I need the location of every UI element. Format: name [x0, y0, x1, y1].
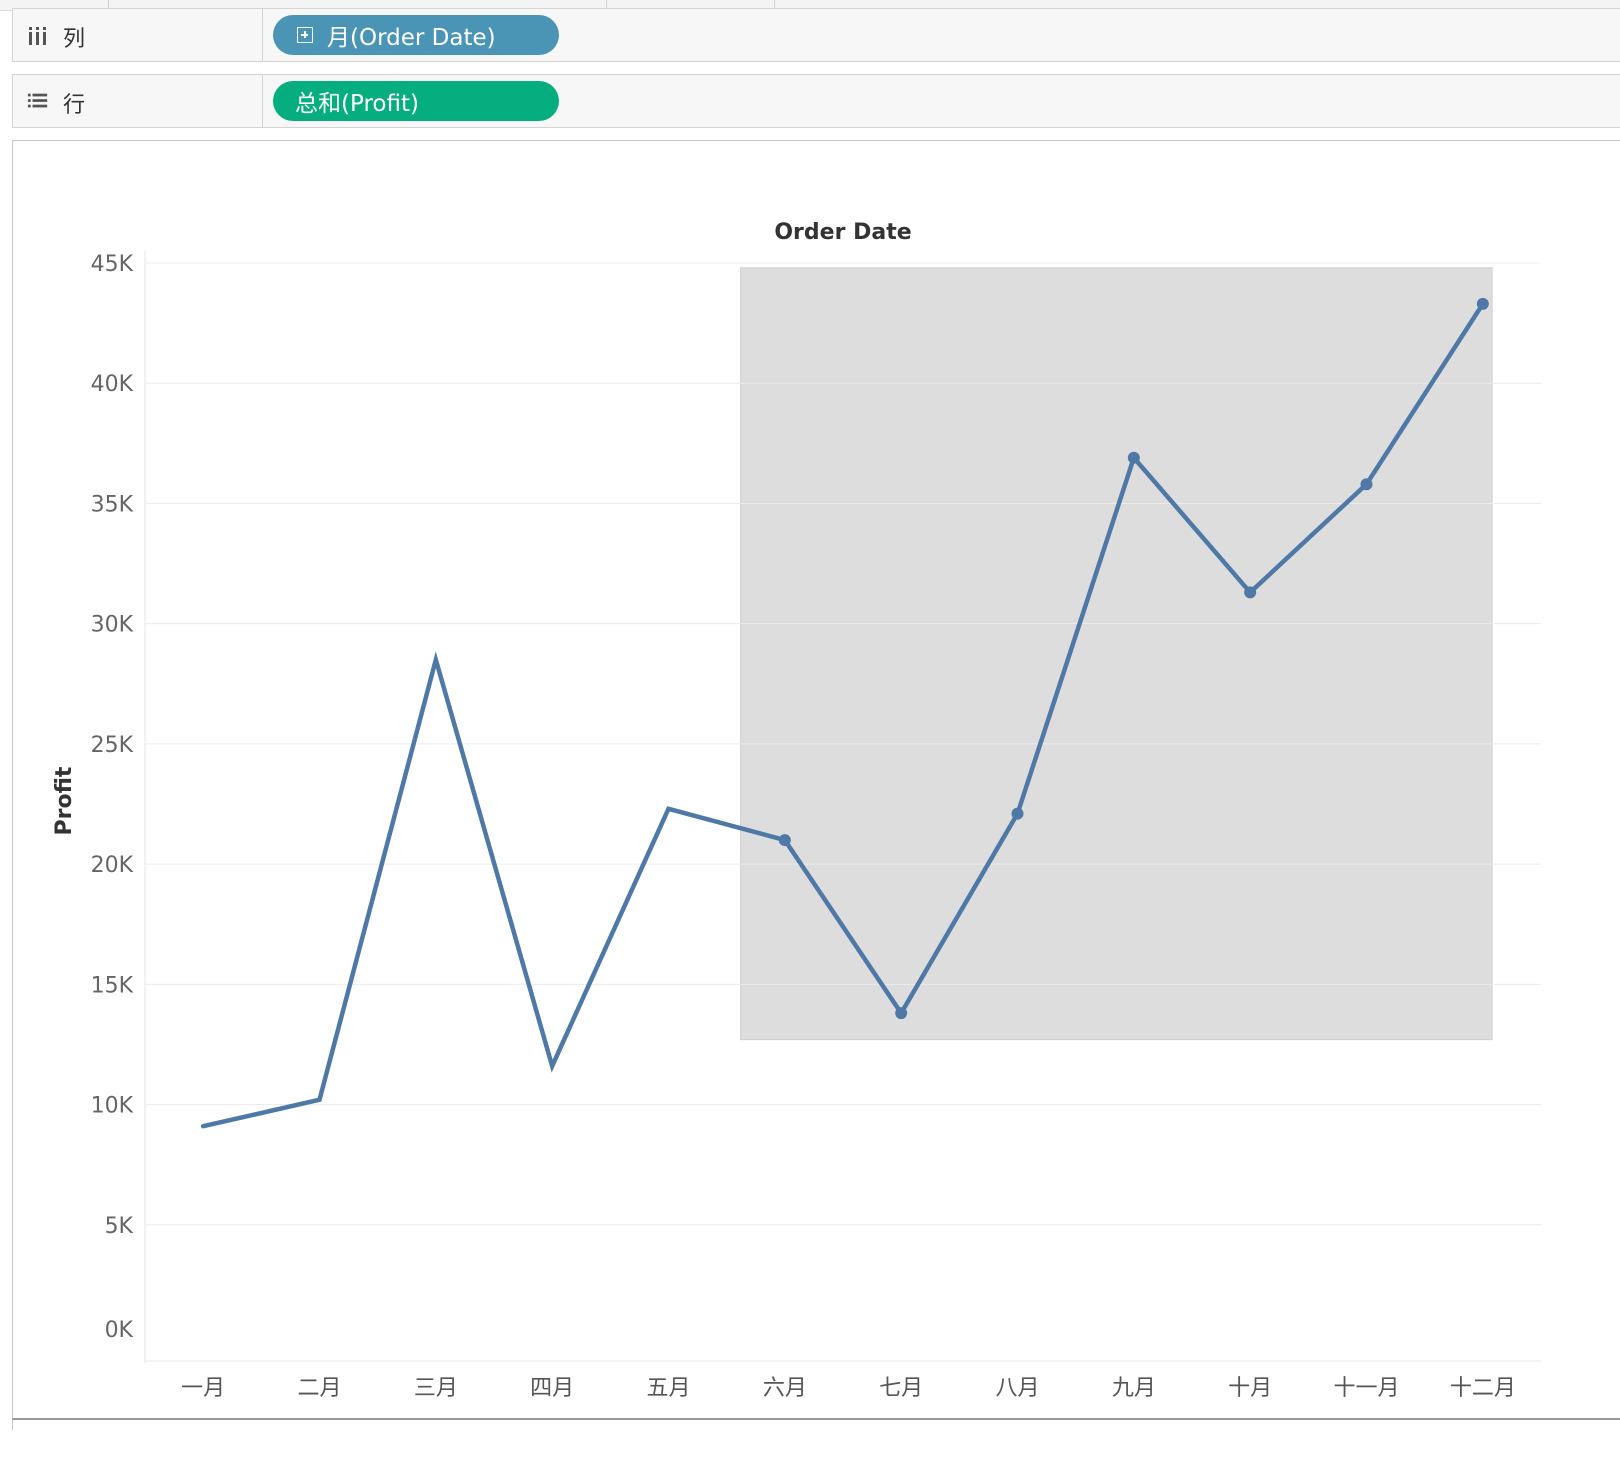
- order-date-month-pill-label: 月(Order Date): [327, 25, 496, 51]
- columns-shelf-label: 列: [13, 9, 263, 61]
- data-point[interactable]: [1244, 586, 1257, 599]
- x-tick-label: 八月: [995, 1376, 1039, 1401]
- x-tick-label: 三月: [414, 1376, 458, 1401]
- data-point[interactable]: [1476, 297, 1489, 310]
- data-point[interactable]: [1127, 451, 1140, 464]
- y-tick-label: 0K: [105, 1318, 134, 1343]
- data-point[interactable]: [1360, 478, 1373, 491]
- y-tick-label: 25K: [91, 733, 134, 758]
- toolbar-separator: [774, 0, 775, 8]
- x-tick-label: 六月: [763, 1376, 807, 1401]
- y-tick-label: 30K: [91, 613, 134, 638]
- y-tick-label: 10K: [91, 1094, 134, 1119]
- data-point[interactable]: [895, 1007, 908, 1020]
- bottom-border: [12, 1418, 1620, 1420]
- x-tick-label: 十二月: [1450, 1376, 1516, 1401]
- profit-line-chart[interactable]: 0K 5K 10K 15K 20K 25K 30K 35K 40K 45K 一月 二月 三月 四月 五月 六月…: [13, 141, 1620, 1419]
- visualization-area[interactable]: 0K 5K 10K 15K 20K 25K 30K 35K 40K 45K 一月 二月 三月 四月 五月 六月…: [12, 140, 1620, 1430]
- rows-icon: [27, 93, 48, 108]
- selection-rectangle[interactable]: [740, 267, 1493, 1041]
- rows-shelf-label: 行: [13, 75, 263, 127]
- profit-sum-pill-label: 总和(Profit): [295, 91, 419, 117]
- x-tick-label: 五月: [646, 1376, 690, 1401]
- y-tick-label: 45K: [91, 252, 134, 277]
- profit-sum-pill[interactable]: 总和(Profit): [273, 81, 559, 121]
- y-tick-label: 40K: [91, 372, 134, 397]
- columns-shelf-title: 列: [63, 27, 86, 52]
- x-tick-label: 二月: [297, 1376, 341, 1401]
- rows-shelf[interactable]: 行 总和(Profit): [12, 74, 1620, 128]
- data-point[interactable]: [1011, 807, 1024, 820]
- y-tick-label: 5K: [105, 1214, 134, 1239]
- y-axis-title: Profit: [52, 766, 77, 835]
- order-date-month-pill[interactable]: 月(Order Date): [273, 15, 559, 55]
- rows-shelf-title: 行: [63, 93, 86, 118]
- chart-title: Order Date: [774, 220, 911, 245]
- y-tick-label: 15K: [91, 973, 134, 998]
- profit-line[interactable]: [200, 301, 1486, 1129]
- x-tick-label: 一月: [181, 1376, 225, 1401]
- toolbar-separator: [606, 0, 607, 8]
- x-tick-label: 十一月: [1333, 1376, 1399, 1401]
- x-tick-label: 七月: [879, 1376, 923, 1401]
- x-tick-label: 四月: [530, 1376, 574, 1401]
- columns-shelf[interactable]: 列 月(Order Date): [12, 8, 1620, 62]
- y-tick-label: 35K: [91, 492, 134, 517]
- expand-plus-icon[interactable]: [297, 27, 313, 43]
- y-tick-label: 20K: [91, 853, 134, 878]
- x-tick-label: 十月: [1228, 1376, 1272, 1401]
- toolbar-separator: [108, 0, 109, 8]
- data-point[interactable]: [778, 834, 791, 847]
- x-tick-label: 九月: [1112, 1376, 1156, 1401]
- columns-icon: [29, 27, 46, 45]
